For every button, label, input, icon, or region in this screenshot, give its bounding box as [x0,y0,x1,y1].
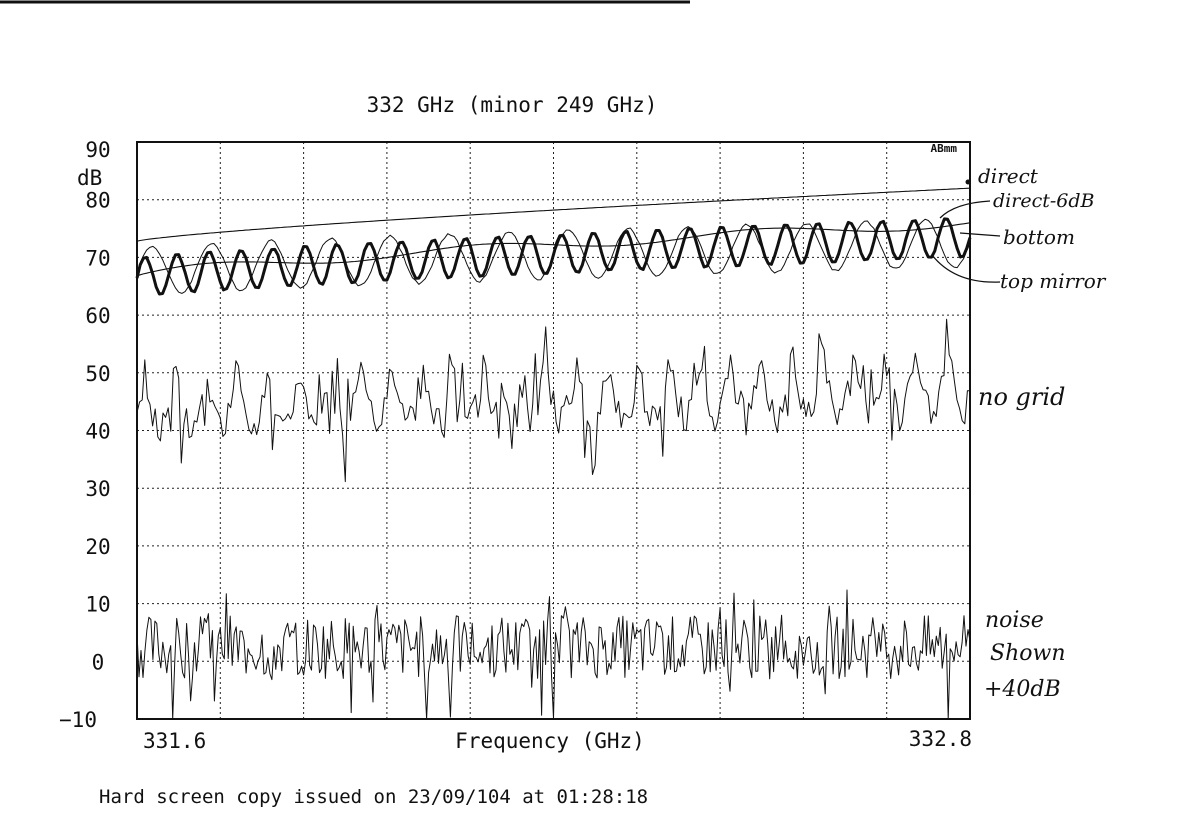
y-tick-label: −10 [59,708,97,732]
x-tick-label-end: 332.8 [909,727,972,751]
x-axis-label: Frequency (GHz) [455,729,645,753]
y-axis-ticks: 90 80 70 60 50 40 30 20 10 0 −10 [59,138,111,732]
y-tick-label: 70 [85,246,110,270]
annotation-dot-direct [965,179,971,185]
series-line-top-mirror [136,218,971,294]
y-tick-label: 10 [85,593,110,617]
annotation-leader-top-mirror [931,254,1001,283]
y-tick-label: 60 [85,304,110,328]
annotations: direct direct-6dB bottom top mirror no g… [931,164,1107,702]
y-tick-label: 50 [85,362,110,386]
series-line-direct [136,187,971,242]
annotation-leader-direct-6db [939,200,991,219]
series-group [135,187,972,720]
annotation-no-grid: no grid [978,383,1065,411]
y-tick-label: 0 [92,650,105,674]
annotation-bottom: bottom [1003,225,1075,249]
y-tick-label: 40 [85,420,110,444]
footer-timestamp: Hard screen copy issued on 23/09/104 at … [99,786,648,808]
x-tick-label-start: 331.6 [143,729,206,753]
y-tick-label: 30 [85,477,110,501]
series-line-direct-6db [136,222,971,277]
y-axis-unit: dB [77,166,102,190]
annotation-top-mirror: top mirror [1000,269,1107,293]
annotation-leader-bottom [959,232,1001,237]
annotation-direct: direct [978,164,1039,188]
annotation-shown: Shown [990,641,1066,666]
corner-label: ABmm [931,142,958,155]
y-tick-label: 90 [85,138,110,162]
plot-frame [136,141,971,720]
series-line-noise-shown-40db [136,589,971,720]
annotation-direct-6db: direct-6dB [993,190,1095,212]
y-tick-label: 80 [85,189,110,213]
y-tick-label: 20 [85,535,110,559]
annotation-plus-40db: +40dB [984,677,1061,702]
chart-title: 332 GHz (minor 249 GHz) [367,93,658,117]
series-line-no-grid [136,318,970,483]
annotation-noise: noise [985,608,1044,633]
